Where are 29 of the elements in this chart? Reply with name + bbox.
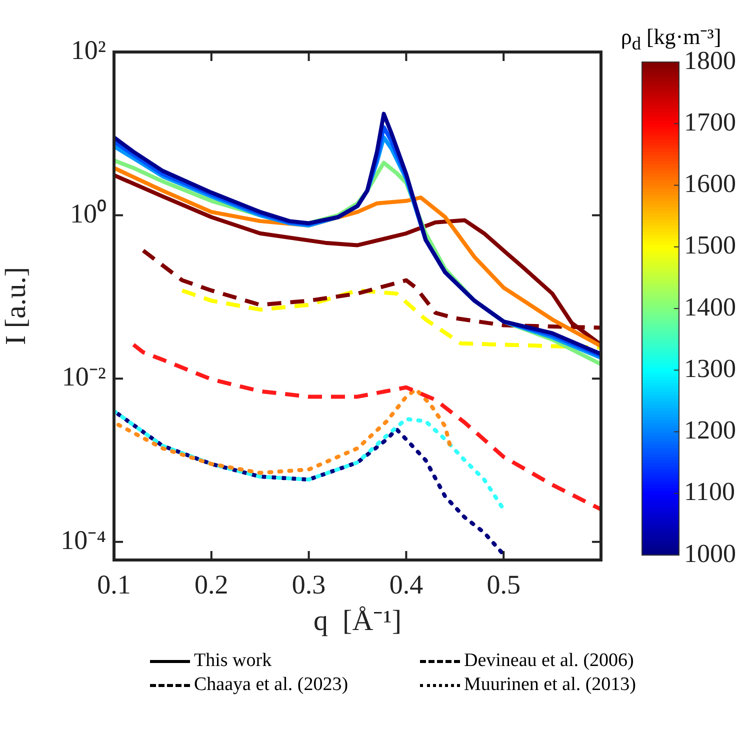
x-tick-label: 0.4 [389, 569, 424, 600]
color-bar-label: 1700 [684, 107, 736, 136]
color-bar-label: 1500 [684, 230, 736, 260]
x-tick-label: 0.3 [292, 569, 326, 600]
x-tick-label: 0.1 [97, 569, 131, 600]
line-series [131, 342, 601, 512]
text: Muurinen et al. (2013) [464, 674, 636, 696]
line-series [114, 409, 506, 512]
color-bar-label: 1300 [684, 354, 736, 383]
text: Chaaya et al. (2023) [194, 674, 348, 696]
text: Devineau et al. (2006) [464, 650, 634, 672]
x-tick-label: 0.2 [194, 569, 228, 600]
line-series [114, 387, 452, 475]
color-bar-label: 1800 [684, 46, 736, 75]
color-bar-label: 1600 [684, 169, 736, 198]
text: This work [194, 650, 272, 672]
line-series [114, 409, 506, 557]
color-bar-label: 1000 [684, 538, 736, 568]
y-tick-label: 10⁻⁴ [60, 524, 106, 555]
color-bar-label: 1400 [684, 292, 736, 322]
y-axis-title: I [a.u.] [0, 266, 32, 346]
x-axis-title: q [Å⁻¹] [314, 605, 402, 638]
line-series [180, 288, 601, 350]
y-tick-label: 10² [70, 35, 106, 66]
y-tick-label: 10⁰ [70, 198, 106, 228]
color-bar-label: 1100 [684, 477, 736, 506]
x-tick-label: 0.5 [486, 569, 520, 600]
color-bar-label: 1200 [684, 416, 736, 445]
y-tick-label: 10⁻² [62, 362, 106, 392]
